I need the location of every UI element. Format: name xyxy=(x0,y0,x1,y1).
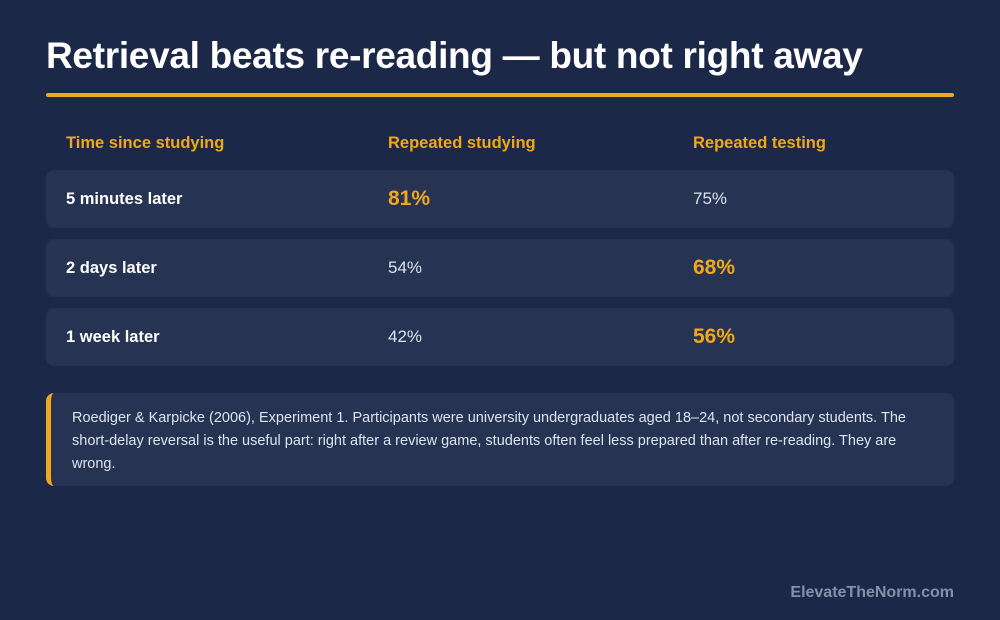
title-underline xyxy=(46,93,954,97)
testing-value: 68% xyxy=(693,256,736,279)
table-row: 5 minutes later 81% 75% xyxy=(46,170,954,228)
brand-footer: ElevateTheNorm.com xyxy=(790,584,954,601)
studying-value: 54% xyxy=(388,258,423,277)
header-repeated-studying: Repeated studying xyxy=(388,134,536,152)
header-time-since-studying: Time since studying xyxy=(66,134,225,152)
table-row: 2 days later 54% 68% xyxy=(46,239,954,297)
page-title: Retrieval beats re-reading — but not rig… xyxy=(46,35,863,76)
row-label: 5 minutes later xyxy=(66,189,183,208)
table-row: 1 week later 42% 56% xyxy=(46,308,954,366)
row-label: 1 week later xyxy=(66,327,160,346)
testing-value: 75% xyxy=(693,189,728,208)
header-repeated-testing: Repeated testing xyxy=(693,134,826,152)
studying-value: 42% xyxy=(388,327,423,346)
row-label: 2 days later xyxy=(66,258,157,277)
testing-value: 56% xyxy=(693,325,736,348)
studying-value: 81% xyxy=(388,187,431,210)
source-note: Roediger & Karpicke (2006), Experiment 1… xyxy=(46,393,954,486)
table-header: Time since studying Repeated studying Re… xyxy=(46,132,954,154)
